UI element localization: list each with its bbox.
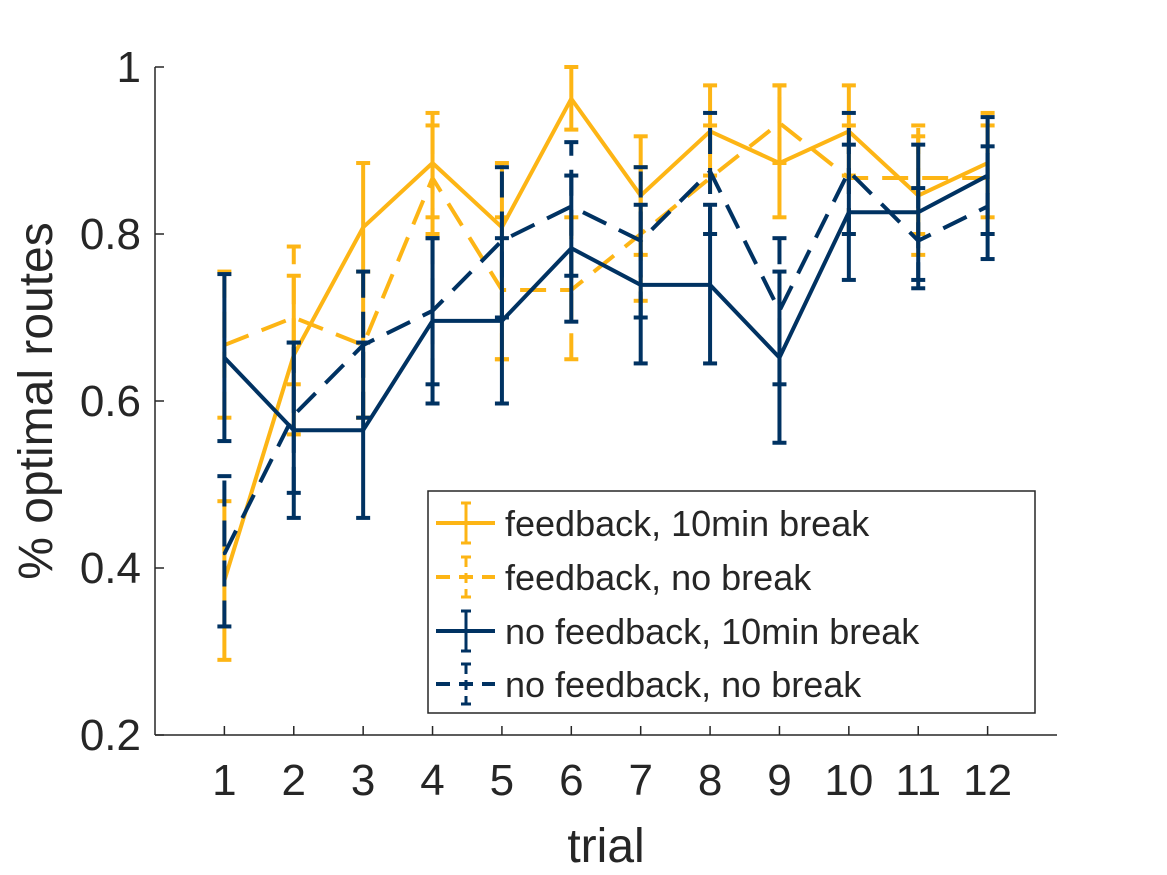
series-line: [223, 120, 988, 348]
series-line: [222, 96, 989, 582]
data-point: [639, 239, 643, 243]
data-point: [916, 239, 920, 243]
y-tick-label: 1: [117, 43, 141, 92]
x-axis-title: trial: [567, 820, 644, 873]
data-point: [847, 169, 851, 173]
data-point: [361, 343, 365, 347]
data-point: [708, 283, 712, 287]
data-point: [569, 204, 573, 208]
x-tick-label: 11: [895, 756, 941, 805]
x-tick-label: 4: [420, 756, 444, 805]
y-axis-ticks: 0.2 0.4 0.6 0.8 1: [80, 43, 164, 760]
data-point: [916, 210, 920, 214]
legend-label: feedback, no break: [505, 557, 812, 598]
data-point: [292, 316, 296, 319]
y-tick-label: 0.4: [80, 544, 141, 593]
x-tick-label: 1: [212, 756, 236, 805]
legend: feedback, 10min break feedback, no break n…: [427, 490, 1036, 714]
series-line: [222, 173, 989, 433]
x-tick-label: 6: [559, 756, 583, 805]
data-point: [431, 161, 435, 165]
data-point: [361, 428, 365, 432]
y-tick-label: 0.6: [80, 377, 141, 426]
legend-entry: feedback, 10min break: [436, 501, 870, 545]
series-layer: [217, 65, 995, 662]
data-point: [431, 176, 435, 180]
legend-label: no feedback, no break: [505, 664, 862, 705]
data-point: [569, 246, 573, 250]
data-point: [777, 309, 781, 313]
data-point: [222, 552, 226, 556]
x-tick-label: 12: [963, 756, 1012, 805]
data-point: [708, 169, 712, 173]
data-point: [639, 283, 643, 287]
x-tick-label: 10: [824, 756, 873, 805]
legend-entry: no feedback, no break: [436, 662, 862, 706]
series-4: [217, 110, 995, 629]
x-tick-label: 8: [698, 756, 722, 805]
x-tick-label: 9: [767, 756, 791, 805]
legend-label: no feedback, 10min break: [505, 611, 920, 652]
data-point: [500, 239, 504, 243]
data-point: [569, 97, 573, 101]
legend-entries: feedback, 10min break feedback, no break n…: [436, 501, 920, 706]
series-3: [217, 115, 995, 520]
legend-entry: feedback, no break: [436, 555, 812, 599]
x-tick-label: 7: [628, 756, 652, 805]
plot-area: 0.20.40.60.81 1 2 3 4 5 6 7 8 9 10 11 12: [80, 43, 1057, 805]
legend-entry: no feedback, 10min break: [436, 609, 920, 653]
data-point: [500, 319, 504, 323]
data-point: [361, 225, 365, 229]
data-point: [292, 413, 296, 417]
data-point: [222, 356, 226, 360]
legend-label: feedback, 10min break: [505, 503, 870, 544]
x-axis-ticks: 1 2 3 4 5 6 7 8 9 10 11 12: [212, 726, 1012, 805]
y-axis-title: % optimal routes: [10, 222, 63, 580]
x-tick-label: 2: [282, 756, 306, 805]
series-2: [217, 83, 995, 420]
x-tick-label: 5: [490, 756, 514, 805]
data-point: [777, 121, 781, 125]
data-point: [986, 204, 990, 208]
data-point: [431, 309, 435, 313]
y-tick-label: 0.8: [80, 210, 141, 259]
series-line: [222, 169, 989, 555]
x-tick-label: 3: [351, 756, 375, 805]
legend-box: [427, 490, 1036, 714]
y-tick-label: 0.2: [80, 711, 141, 760]
